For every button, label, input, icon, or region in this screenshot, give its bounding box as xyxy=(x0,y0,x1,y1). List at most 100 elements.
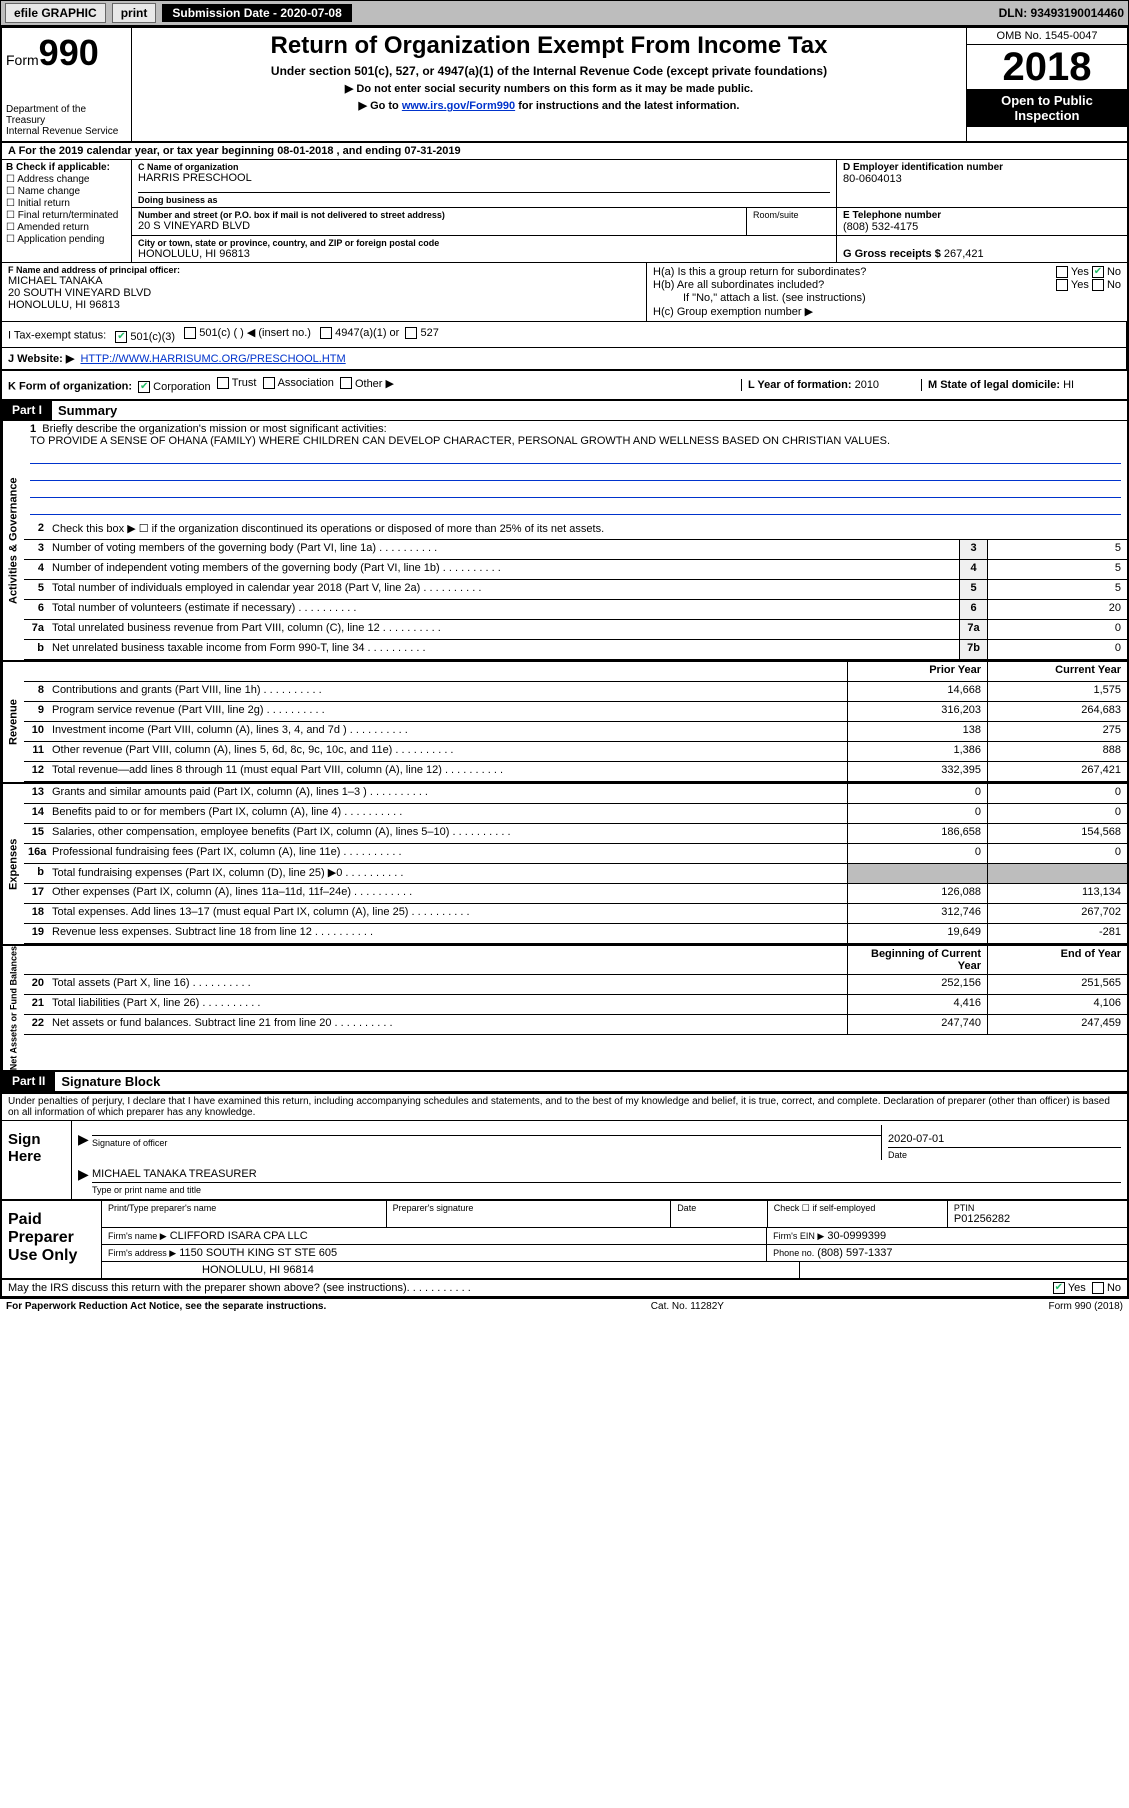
section-h: H(a) Is this a group return for subordin… xyxy=(647,263,1127,321)
ha-no[interactable]: ✔No xyxy=(1092,266,1121,278)
form-label: Form xyxy=(6,52,39,68)
dln-label: DLN: 93493190014460 xyxy=(999,6,1124,20)
line-17: 17Other expenses (Part IX, column (A), l… xyxy=(24,884,1127,904)
line-4: 4Number of independent voting members of… xyxy=(24,560,1127,580)
header-right-cell: OMB No. 1545-0047 2018 Open to Public In… xyxy=(967,28,1127,141)
chk-final-return[interactable]: ☐ Final return/terminated xyxy=(6,210,127,221)
self-employed-chk[interactable]: Check ☐ if self-employed xyxy=(774,1203,941,1214)
instructions-link[interactable]: www.irs.gov/Form990 xyxy=(402,100,515,112)
website-cell: J Website: ▶ HTTP://WWW.HARRISUMC.ORG/PR… xyxy=(2,348,1127,369)
discuss-no[interactable]: No xyxy=(1092,1282,1121,1294)
part1-title: Summary xyxy=(52,401,123,420)
form-number-cell: Form990 Department of the Treasury Inter… xyxy=(2,28,132,141)
tab-governance: Activities & Governance xyxy=(2,421,24,660)
hdr-prior: Prior Year xyxy=(847,662,987,681)
print-button[interactable]: print xyxy=(112,3,157,23)
tax-year: 2018 xyxy=(967,45,1127,89)
state-domicile: M State of legal domicile: HI xyxy=(921,379,1121,391)
omb-number: OMB No. 1545-0047 xyxy=(967,28,1127,45)
line-21: 21Total liabilities (Part X, line 26)4,4… xyxy=(24,995,1127,1015)
line-20: 20Total assets (Part X, line 16)252,1562… xyxy=(24,975,1127,995)
line-b: bTotal fundraising expenses (Part IX, co… xyxy=(24,864,1127,884)
chk-527[interactable]: 527 xyxy=(405,327,438,339)
form-subtitle-1: Under section 501(c), 527, or 4947(a)(1)… xyxy=(140,64,958,78)
chk-address-change[interactable]: ☐ Address change xyxy=(6,174,127,185)
paid-preparer-label: Paid Preparer Use Only xyxy=(2,1201,102,1278)
hb-no[interactable]: No xyxy=(1092,279,1121,291)
tab-revenue: Revenue xyxy=(2,662,24,782)
chk-pending[interactable]: ☐ Application pending xyxy=(6,234,127,245)
tax-exempt-cell: I Tax-exempt status: ✔ 501(c)(3) 501(c) … xyxy=(2,322,1127,347)
hdr-end: End of Year xyxy=(987,946,1127,974)
chk-other[interactable]: Other ▶ xyxy=(340,377,394,390)
ha-yes[interactable]: Yes xyxy=(1056,266,1089,278)
firm-name: CLIFFORD ISARA CPA LLC xyxy=(170,1230,308,1242)
part1-label: Part I xyxy=(2,401,52,420)
part2-label: Part II xyxy=(2,1072,55,1091)
officer-cell: F Name and address of principal officer:… xyxy=(2,263,647,321)
chk-trust[interactable]: Trust xyxy=(217,377,257,389)
chk-assoc[interactable]: Association xyxy=(263,377,334,389)
form-container: Form990 Department of the Treasury Inter… xyxy=(0,26,1129,1299)
sig-declaration: Under penalties of perjury, I declare th… xyxy=(2,1094,1127,1121)
mission-block: 1 Briefly describe the organization's mi… xyxy=(24,421,1127,520)
chk-amended[interactable]: ☐ Amended return xyxy=(6,222,127,233)
sign-here-label: Sign Here xyxy=(2,1121,72,1199)
sig-officer-field[interactable]: ▶ xyxy=(92,1125,881,1136)
page-footer: For Paperwork Reduction Act Notice, see … xyxy=(0,1299,1129,1314)
sig-date-field: 2020-07-01 xyxy=(888,1125,1121,1148)
org-name: HARRIS PRESCHOOL xyxy=(138,172,830,184)
gross-receipts: 267,421 xyxy=(944,248,984,260)
ein-cell: D Employer identification number 80-0604… xyxy=(837,160,1127,207)
street-value: 20 S VINEYARD BLVD xyxy=(138,220,740,232)
line-22: 22Net assets or fund balances. Subtract … xyxy=(24,1015,1127,1035)
dept-label: Department of the Treasury Internal Reve… xyxy=(6,104,127,137)
part2-title: Signature Block xyxy=(55,1072,166,1091)
phone-value: (808) 532-4175 xyxy=(843,221,1121,233)
form-org-cell: K Form of organization: ✔ Corporation Tr… xyxy=(8,377,731,394)
hdr-current: Current Year xyxy=(987,662,1127,681)
chk-501c3[interactable]: ✔ 501(c)(3) xyxy=(115,331,175,343)
chk-name-change[interactable]: ☐ Name change xyxy=(6,186,127,197)
chk-501c[interactable]: 501(c) ( ) ◀ (insert no.) xyxy=(184,326,311,339)
line-16a: 16aProfessional fundraising fees (Part I… xyxy=(24,844,1127,864)
row-a-tax-year: A For the 2019 calendar year, or tax yea… xyxy=(2,143,1127,160)
line-b: bNet unrelated business taxable income f… xyxy=(24,640,1127,660)
tab-expenses: Expenses xyxy=(2,784,24,944)
line-19: 19Revenue less expenses. Subtract line 1… xyxy=(24,924,1127,944)
firm-city: HONOLULU, HI 96814 xyxy=(102,1262,800,1278)
line-5: 5Total number of individuals employed in… xyxy=(24,580,1127,600)
hb-yes[interactable]: Yes xyxy=(1056,279,1089,291)
form-subtitle-3: ▶ Go to www.irs.gov/Form990 for instruct… xyxy=(140,99,958,112)
city-value: HONOLULU, HI 96813 xyxy=(138,248,830,260)
open-inspection: Open to Public Inspection xyxy=(967,89,1127,127)
ptin-value: P01256282 xyxy=(954,1213,1121,1225)
street-cell: Number and street (or P.O. box if mail i… xyxy=(132,208,747,235)
hdr-begin: Beginning of Current Year xyxy=(847,946,987,974)
chk-initial-return[interactable]: ☐ Initial return xyxy=(6,198,127,209)
section-b: B Check if applicable: ☐ Address change … xyxy=(2,160,132,262)
line-15: 15Salaries, other compensation, employee… xyxy=(24,824,1127,844)
website-link[interactable]: HTTP://WWW.HARRISUMC.ORG/PRESCHOOL.HTM xyxy=(80,353,345,365)
tab-net-assets: Net Assets or Fund Balances xyxy=(2,946,24,1070)
discuss-yes[interactable]: ✔Yes xyxy=(1053,1282,1086,1294)
phone-cell: E Telephone number (808) 532-4175 xyxy=(837,208,1127,235)
chk-4947[interactable]: 4947(a)(1) or xyxy=(320,327,399,339)
firm-ein: 30-0999399 xyxy=(827,1230,886,1242)
org-name-cell: C Name of organization HARRIS PRESCHOOL … xyxy=(132,160,837,207)
header-title-cell: Return of Organization Exempt From Incom… xyxy=(132,28,967,141)
line-14: 14Benefits paid to or for members (Part … xyxy=(24,804,1127,824)
gross-receipts-cell: G Gross receipts $ 267,421 xyxy=(837,236,1127,262)
form-title: Return of Organization Exempt From Incom… xyxy=(140,32,958,60)
firm-phone: (808) 597-1337 xyxy=(817,1247,892,1259)
chk-corp[interactable]: ✔ Corporation xyxy=(138,381,210,393)
line-9: 9Program service revenue (Part VIII, lin… xyxy=(24,702,1127,722)
line-6: 6Total number of volunteers (estimate if… xyxy=(24,600,1127,620)
officer-addr2: HONOLULU, HI 96813 xyxy=(8,299,640,311)
line-8: 8Contributions and grants (Part VIII, li… xyxy=(24,682,1127,702)
year-formation: L Year of formation: 2010 xyxy=(741,379,911,391)
city-cell: City or town, state or province, country… xyxy=(132,236,837,262)
line-13: 13Grants and similar amounts paid (Part … xyxy=(24,784,1127,804)
officer-name: MICHAEL TANAKA xyxy=(8,275,640,287)
form-number: 990 xyxy=(39,32,99,73)
